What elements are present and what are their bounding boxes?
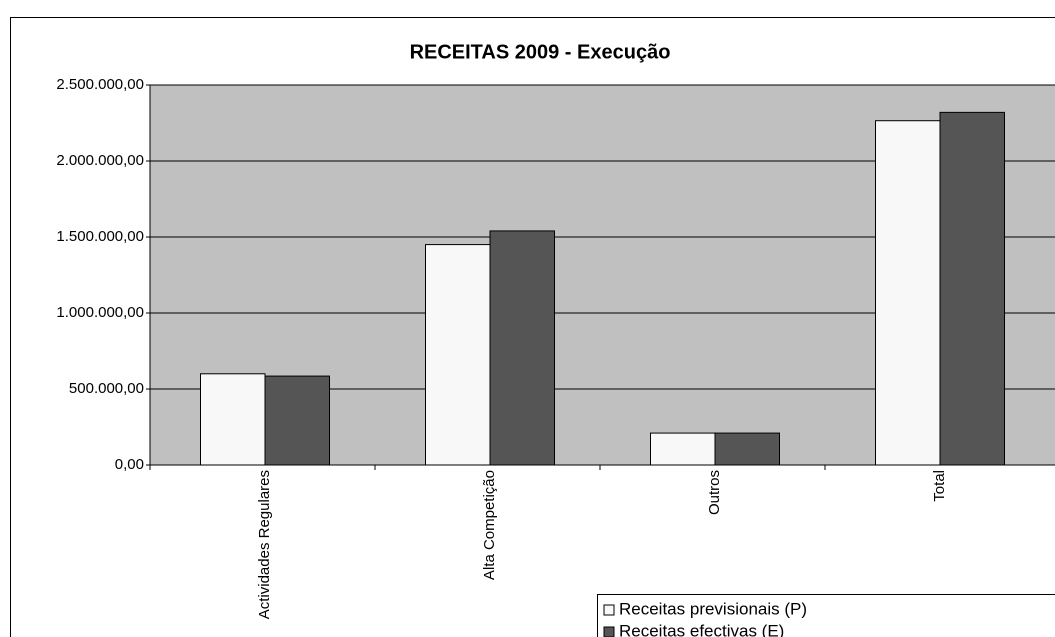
bar bbox=[489, 230, 555, 466]
x-tick-label: Actividades Regulares bbox=[256, 470, 273, 620]
legend-label: Receitas efectivas (E) bbox=[619, 621, 784, 637]
chart-title: RECEITAS 2009 - Execução bbox=[410, 41, 671, 63]
bar bbox=[425, 244, 491, 466]
bar bbox=[939, 111, 1005, 466]
bar bbox=[875, 120, 941, 466]
y-tick-label: 2.500.000,00 bbox=[56, 76, 144, 93]
y-tick-label: 2.000.000,00 bbox=[56, 152, 144, 169]
bar bbox=[714, 432, 780, 466]
bar bbox=[264, 375, 330, 466]
y-tick-label: 1.000.000,00 bbox=[56, 304, 144, 321]
y-tick-label: 500.000,00 bbox=[69, 380, 144, 397]
legend-label: Receitas previsionais (P) bbox=[619, 599, 807, 618]
x-tick-label: Alta Competição bbox=[481, 470, 498, 581]
x-tick-label: Outros bbox=[706, 470, 723, 516]
bar bbox=[200, 373, 266, 466]
legend-swatch bbox=[603, 626, 615, 637]
legend-swatch bbox=[603, 604, 615, 616]
bar bbox=[650, 432, 716, 466]
y-tick-label: 0,00 bbox=[115, 456, 144, 473]
legend-box bbox=[597, 594, 1055, 637]
y-tick-label: 1.500.000,00 bbox=[56, 228, 144, 245]
x-tick-label: Total bbox=[931, 470, 948, 502]
